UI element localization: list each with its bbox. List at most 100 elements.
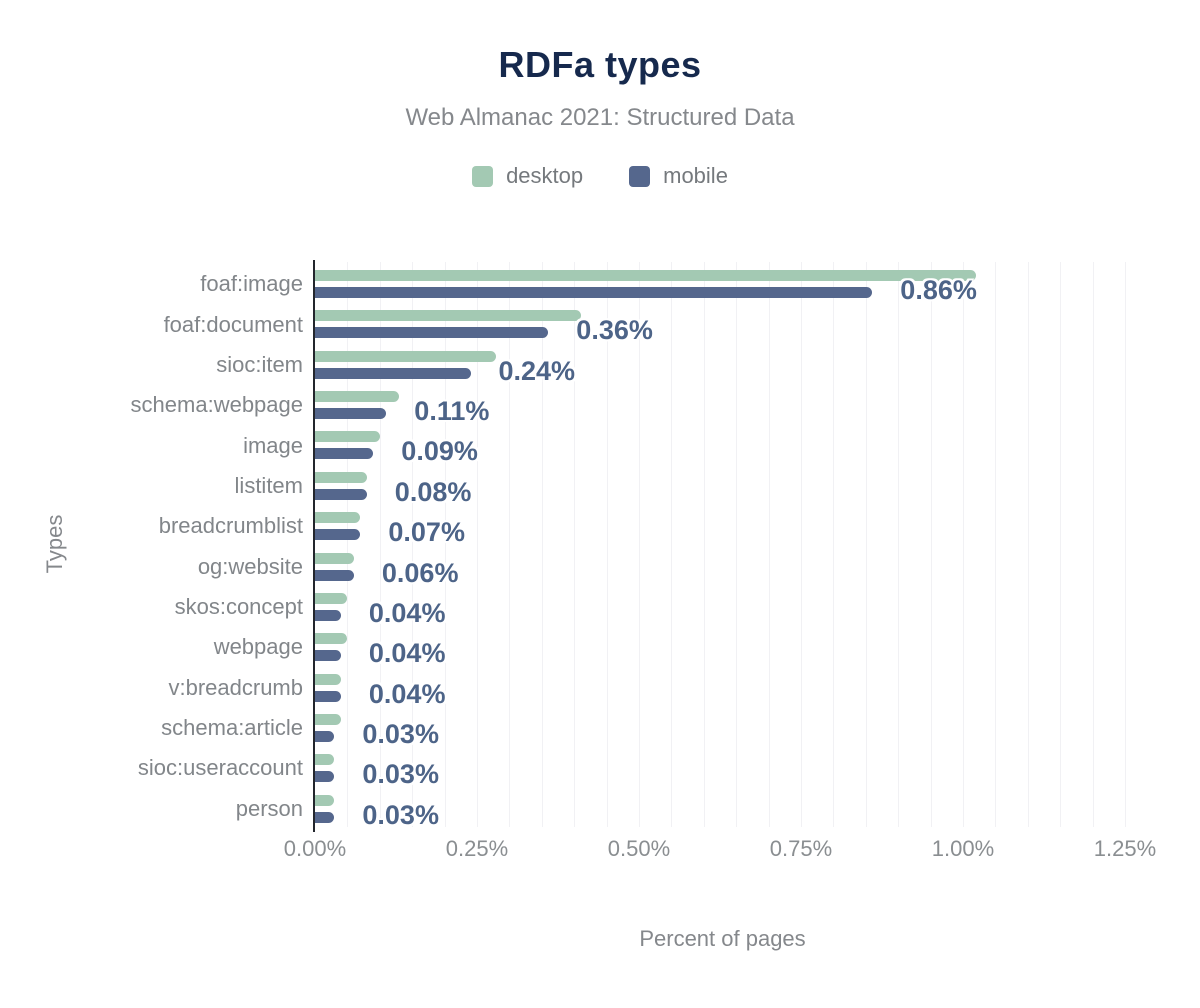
- plot-area: 0.86% 0.36% 0.24% 0.11% 0.09% 0.08% 0.07% 0.06%…: [315, 262, 1130, 830]
- gridline: [995, 262, 997, 827]
- bar-row-schema:article: 0.03%: [315, 706, 1130, 749]
- gridline: [768, 262, 770, 827]
- bar-row-image: 0.09%: [315, 423, 1130, 466]
- chart-title: RDFa types: [498, 44, 702, 85]
- gridline: [1125, 262, 1126, 827]
- bar-row-sioc:useraccount: 0.03%: [315, 746, 1130, 789]
- x-tick-0.25%: 0.25%: [445, 836, 509, 861]
- bar-row-schema:webpage: 0.11%: [315, 383, 1130, 426]
- x-tick-0.50%: 0.50%: [607, 836, 671, 861]
- desktop-bar-webpage: [315, 633, 348, 645]
- gridline: [347, 262, 349, 827]
- desktop-bar-schema:article: [315, 713, 341, 725]
- category-label-webpage: webpage: [213, 634, 303, 660]
- gridline: [574, 262, 576, 827]
- bar-row-sioc:item: 0.24%: [315, 343, 1130, 386]
- desktop-bar-foaf:document: [315, 310, 581, 322]
- gridline: [444, 262, 446, 827]
- x-tick-0.00%: 0.00%: [283, 836, 347, 861]
- mobile-bar-listitem: [315, 488, 367, 500]
- gridline: [606, 262, 608, 827]
- mobile-bar-schema:webpage: [315, 408, 387, 420]
- value-label-foaf:image: 0.86%: [900, 275, 977, 305]
- x-tick-1.00%: 1.00%: [931, 836, 995, 861]
- gridline: [412, 262, 414, 827]
- mobile-bar-webpage: [315, 650, 341, 662]
- desktop-bar-v:breadcrumb: [315, 673, 341, 685]
- desktop-bar-schema:webpage: [315, 391, 400, 403]
- legend-label: mobile: [663, 163, 728, 188]
- gridline: [898, 262, 900, 827]
- category-label-schema:article: schema:article: [161, 715, 303, 741]
- desktop-bar-image: [315, 431, 380, 443]
- y-axis-line: [313, 260, 315, 832]
- bar-row-listitem: 0.08%: [315, 464, 1130, 507]
- bar-row-webpage: 0.04%: [315, 625, 1130, 668]
- gridline: [833, 262, 835, 827]
- bar-row-person: 0.03%: [315, 787, 1130, 830]
- mobile-bar-v:breadcrumb: [315, 690, 341, 702]
- gridline: [1027, 262, 1029, 827]
- category-labels: foaf:image foaf:document sioc:item schema:w…: [0, 262, 303, 827]
- desktop-bar-listitem: [315, 471, 367, 483]
- bar-row-breadcrumblist: 0.07%: [315, 504, 1130, 547]
- bar-row-v:breadcrumb: 0.04%: [315, 666, 1130, 709]
- gridline: [1092, 262, 1094, 827]
- category-label-sioc:useraccount: sioc:useraccount: [137, 755, 303, 781]
- mobile-bar-person: [315, 811, 335, 823]
- mobile-bar-breadcrumblist: [315, 529, 361, 541]
- x-axis-ticks: 0.00% 0.25% 0.50% 0.75% 1.00% 1.25%: [284, 836, 1156, 864]
- value-label-person: 0.03%: [362, 799, 439, 830]
- value-label-sioc:useraccount: 0.03%: [362, 759, 439, 790]
- gridline: [671, 262, 673, 827]
- desktop-bar-breadcrumblist: [315, 512, 361, 524]
- value-label-schema:webpage: 0.11%: [414, 396, 490, 427]
- mobile-bar-schema:article: [315, 730, 335, 742]
- gridline: [865, 262, 867, 827]
- x-tick-1.25%: 1.25%: [1093, 836, 1157, 861]
- category-label-image: image: [243, 432, 303, 458]
- mobile-bar-foaf:image: [315, 287, 873, 298]
- mobile-legend-swatch: [629, 165, 651, 187]
- gridline: [1060, 262, 1062, 827]
- x-axis-title: Percent of pages: [639, 926, 806, 951]
- gridline: [379, 262, 381, 827]
- value-label-og:website: 0.06%: [381, 557, 459, 588]
- mobile-bar-sioc:useraccount: [315, 771, 335, 783]
- value-label-image: 0.09%: [401, 436, 478, 467]
- gridline: [541, 262, 543, 827]
- mobile-bar-image: [315, 448, 374, 460]
- gridline: [477, 262, 478, 827]
- gridline: [963, 262, 964, 827]
- gridline: [736, 262, 738, 827]
- desktop-bar-og:website: [315, 552, 354, 564]
- legend-item-mobile: mobile: [629, 163, 728, 189]
- category-label-listitem: listitem: [234, 472, 303, 498]
- legend-item-desktop: desktop: [472, 163, 583, 189]
- gridline: [639, 262, 640, 827]
- value-label-breadcrumblist: 0.07%: [388, 517, 465, 548]
- value-label-foaf:document: 0.36%: [576, 315, 653, 346]
- chart-legend: desktop mobile: [0, 163, 1200, 189]
- gridline: [930, 262, 932, 827]
- value-label-listitem: 0.08%: [394, 476, 472, 507]
- gridline: [509, 262, 511, 827]
- category-label-foaf:document: foaf:document: [163, 311, 303, 337]
- mobile-bar-skos:concept: [315, 609, 341, 621]
- chart-subtitle: Web Almanac 2021: Structured Data: [405, 104, 795, 131]
- desktop-bar-skos:concept: [315, 592, 348, 604]
- value-label-webpage: 0.04%: [368, 638, 446, 669]
- mobile-bar-foaf:document: [315, 327, 549, 339]
- desktop-bar-sioc:item: [315, 350, 497, 362]
- bar-row-og:website: 0.06%: [315, 545, 1130, 588]
- bar-row-skos:concept: 0.04%: [315, 585, 1130, 628]
- mobile-bar-og:website: [315, 569, 354, 581]
- desktop-bar-person: [315, 794, 335, 806]
- legend-label: desktop: [506, 163, 584, 188]
- category-label-foaf:image: foaf:image: [200, 271, 303, 297]
- value-label-schema:article: 0.03%: [362, 718, 439, 749]
- desktop-bar-sioc:useraccount: [315, 754, 335, 766]
- category-label-person: person: [235, 795, 303, 821]
- gridline: [801, 262, 802, 827]
